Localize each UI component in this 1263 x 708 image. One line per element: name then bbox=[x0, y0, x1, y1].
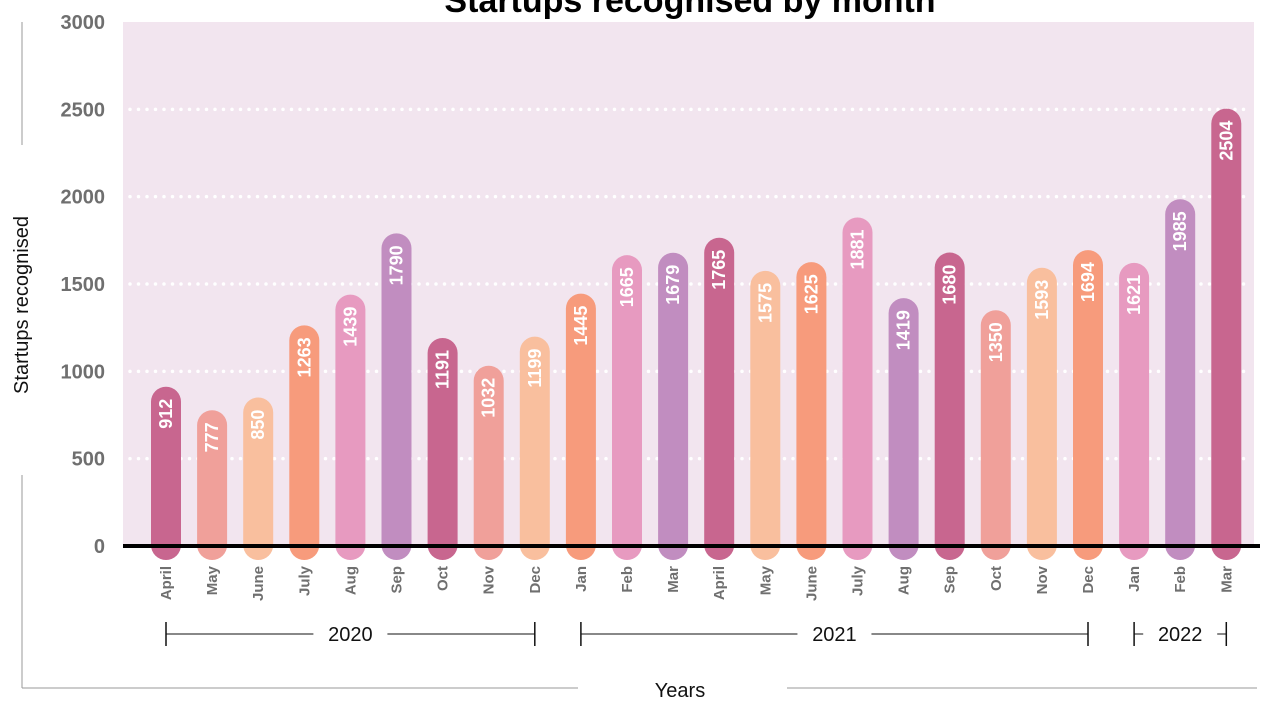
bar-value-label: 1679 bbox=[663, 265, 683, 305]
x-tick-label: Oct bbox=[988, 566, 1005, 591]
bar bbox=[704, 237, 735, 561]
bar-value-label: 1985 bbox=[1170, 211, 1190, 251]
x-tick-label: April bbox=[158, 566, 175, 600]
bar-value-label: 1350 bbox=[986, 322, 1006, 362]
y-tick-label: 1000 bbox=[61, 361, 106, 383]
x-tick-label: Feb bbox=[1172, 566, 1189, 593]
bar bbox=[381, 233, 412, 560]
bar-value-label: 777 bbox=[202, 422, 222, 452]
x-tick-label: Feb bbox=[619, 566, 636, 593]
bar-value-label: 1680 bbox=[940, 265, 960, 305]
x-tick-labels: April May June July Aug Sep Oct Nov Dec Jan Feb Mar… bbox=[158, 565, 1235, 601]
bar bbox=[289, 325, 320, 560]
bar-value-label: 1790 bbox=[387, 245, 407, 285]
bar bbox=[151, 386, 181, 560]
bar bbox=[519, 336, 550, 560]
bar-value-label: 1191 bbox=[433, 350, 453, 389]
y-tick-labels: 0 500 1000 1500 2000 2500 3000 bbox=[61, 12, 106, 558]
y-tick-label: 0 bbox=[94, 536, 105, 558]
bar bbox=[980, 310, 1011, 560]
bar-value-label: 1621 bbox=[1124, 275, 1144, 315]
bar bbox=[197, 410, 228, 560]
x-tick-label: Jan bbox=[1126, 566, 1143, 592]
bar-value-label: 1694 bbox=[1078, 262, 1098, 302]
bar-value-label: 1445 bbox=[571, 306, 591, 346]
bar-value-label: 1032 bbox=[479, 378, 499, 418]
x-tick-label: Mar bbox=[1218, 566, 1235, 593]
bar bbox=[565, 293, 596, 560]
year-label: 2020 bbox=[328, 624, 373, 646]
bar bbox=[658, 252, 689, 560]
bar-value-label: 1765 bbox=[709, 250, 729, 290]
x-tick-label: Jan bbox=[573, 566, 590, 592]
bar-value-label: 1263 bbox=[294, 337, 314, 377]
bar-value-label: 1199 bbox=[525, 349, 545, 388]
x-tick-label: July bbox=[296, 565, 313, 596]
y-tick-label: 3000 bbox=[61, 12, 106, 34]
x-tick-label: June bbox=[803, 566, 820, 601]
bar bbox=[473, 365, 504, 560]
year-label: 2021 bbox=[812, 624, 857, 646]
bar-value-label: 1625 bbox=[801, 274, 821, 314]
x-tick-label: June bbox=[250, 566, 267, 601]
bar-value-label: 912 bbox=[156, 399, 176, 429]
bar-value-label: 1881 bbox=[848, 229, 868, 269]
bar-value-label: 1575 bbox=[755, 283, 775, 323]
x-tick-label: Nov bbox=[1034, 565, 1051, 594]
bar-value-label: 1665 bbox=[617, 267, 637, 307]
x-tick-label: Nov bbox=[481, 565, 498, 594]
year-label: 2022 bbox=[1158, 624, 1203, 646]
x-tick-label: May bbox=[204, 565, 221, 595]
bar bbox=[1119, 262, 1150, 560]
bar bbox=[842, 217, 873, 560]
bar-value-label: 850 bbox=[248, 410, 268, 440]
bar-value-label: 2504 bbox=[1216, 121, 1236, 161]
x-tick-label: Sep bbox=[389, 566, 406, 594]
x-tick-label: Sep bbox=[942, 566, 959, 594]
bars-group: 912 777 850 1263 1439 1790 1191 1032 1199 1445 166… bbox=[151, 108, 1242, 561]
bar bbox=[888, 298, 919, 560]
x-tick-label: April bbox=[711, 566, 728, 600]
x-tick-label: Dec bbox=[527, 566, 544, 594]
bar bbox=[243, 397, 274, 560]
y-tick-label: 2500 bbox=[61, 99, 106, 121]
y-tick-label: 2000 bbox=[61, 187, 106, 209]
bar-value-label: 1439 bbox=[340, 307, 360, 347]
bar bbox=[1026, 267, 1057, 560]
bar bbox=[335, 294, 366, 560]
y-tick-label: 500 bbox=[72, 449, 105, 471]
x-tick-label: May bbox=[757, 565, 774, 595]
bar bbox=[750, 270, 781, 560]
x-tick-label: Aug bbox=[896, 566, 913, 595]
bar bbox=[612, 255, 642, 560]
bar bbox=[1073, 250, 1103, 560]
year-groups: 2020 2021 2022 bbox=[165, 622, 1228, 646]
y-tick-label: 1500 bbox=[61, 274, 106, 296]
y-axis-title: Startups recognised bbox=[11, 216, 33, 394]
bar bbox=[1211, 108, 1242, 560]
x-tick-label: July bbox=[850, 565, 867, 596]
x-axis-title: Years bbox=[655, 680, 705, 702]
bar bbox=[796, 262, 827, 560]
chart-title: Startups recognised by month bbox=[444, 0, 935, 20]
bar bbox=[427, 337, 458, 560]
x-tick-label: Aug bbox=[342, 566, 359, 595]
bar bbox=[1165, 199, 1196, 560]
x-tick-label: Oct bbox=[435, 566, 452, 591]
x-tick-label: Dec bbox=[1080, 566, 1097, 594]
bar-value-label: 1419 bbox=[894, 310, 914, 350]
x-tick-label: Mar bbox=[665, 566, 682, 593]
bar-value-label: 1593 bbox=[1032, 280, 1052, 320]
bar bbox=[934, 252, 965, 560]
